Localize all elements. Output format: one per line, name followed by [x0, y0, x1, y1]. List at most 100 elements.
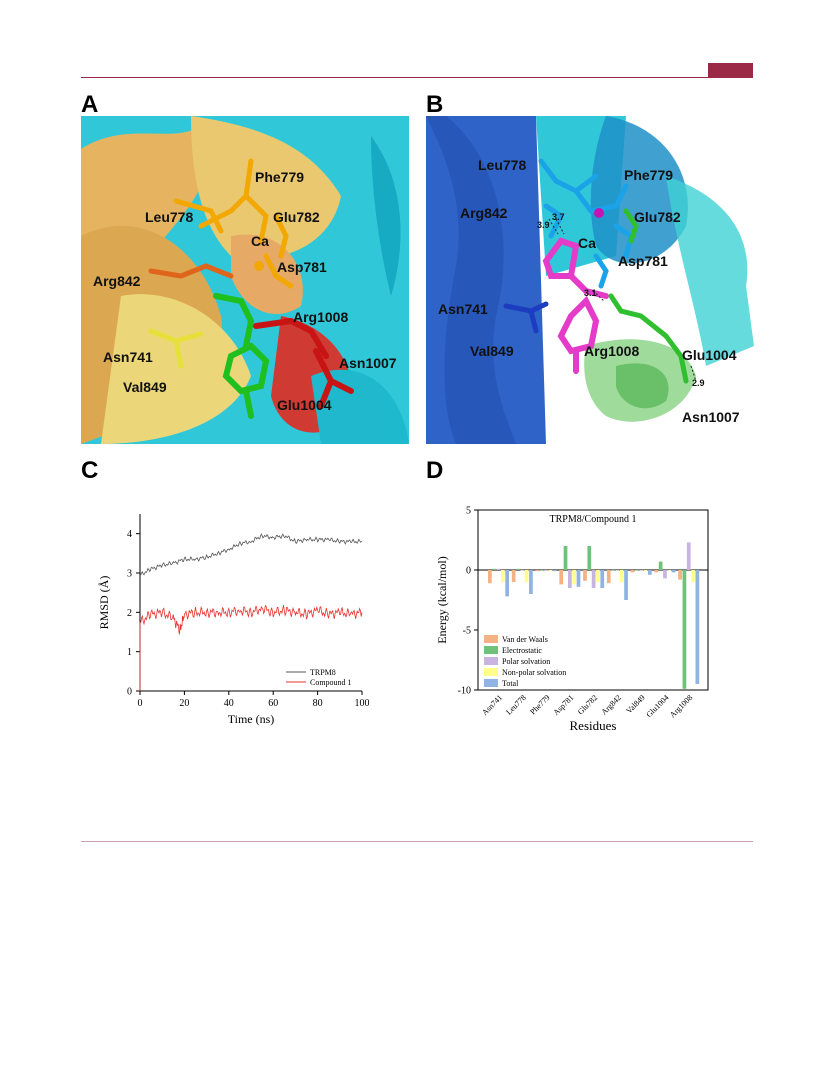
- panel-label-d: D: [426, 457, 444, 484]
- x-tick-label: 100: [355, 698, 370, 709]
- bar-phe779-total: [552, 570, 557, 572]
- panel-label-b: B: [426, 91, 444, 118]
- x-tick-label: 60: [268, 698, 278, 709]
- header-rule: [81, 77, 753, 78]
- plot-frame: [477, 509, 709, 691]
- x-tick-label: Glu1004: [644, 693, 670, 719]
- series-line-compound-1: [139, 605, 363, 691]
- y-axis-label: Energy (kcal/mol): [435, 556, 449, 643]
- label-ca: Ca: [251, 233, 269, 249]
- bar-glu782-van-der-waals: [583, 570, 587, 581]
- panel-b-residue-labels: Leu778 Phe779 Arg842 Glu782 Ca Asp781 As…: [438, 157, 740, 425]
- x-axis-label: Residues: [570, 718, 617, 733]
- y-axis-label: RMSD (Å): [97, 576, 111, 630]
- legend-label: Van der Waals: [502, 635, 548, 644]
- x-tick-label: Arg842: [599, 693, 623, 717]
- bar-val849-total: [647, 570, 652, 575]
- x-tick-label: 20: [179, 698, 189, 709]
- label-asp781: Asp781: [618, 253, 668, 269]
- series-line-trpm8: [139, 533, 363, 576]
- label-asp781: Asp781: [277, 259, 327, 275]
- y-tick-label: 0: [466, 566, 471, 577]
- bar-asp781-total: [576, 570, 581, 587]
- y-tick-label: 3: [127, 569, 132, 580]
- label-val849: Val849: [123, 379, 167, 395]
- bar-leu778-non-polar-solvation: [524, 570, 529, 582]
- bar-asn741-non-polar-solvation: [500, 570, 505, 582]
- distance-label-3-7: 3.7: [552, 212, 565, 222]
- label-ca: Ca: [578, 235, 596, 251]
- legend-swatch: [484, 668, 498, 676]
- y-tick-label: 2: [127, 608, 132, 619]
- bar-arg842-electrostatic: [611, 570, 615, 571]
- bar-phe779-electrostatic: [539, 570, 544, 571]
- label-glu782: Glu782: [634, 209, 681, 225]
- x-tick-label: Asn741: [480, 693, 504, 717]
- header-accent-tab: [708, 63, 753, 77]
- footer-rule: [81, 841, 753, 842]
- legend-swatch: [484, 635, 498, 643]
- label-asn1007: Asn1007: [682, 409, 740, 425]
- legend-label: TRPM8: [310, 668, 336, 677]
- x-tick-label: Asp781: [551, 693, 575, 717]
- panel-label-a: A: [81, 91, 99, 118]
- x-tick-label: Glu782: [576, 693, 599, 716]
- legend-swatch: [484, 657, 498, 665]
- bar-glu1004-van-der-waals: [654, 570, 659, 573]
- bar-glu782-polar-solvation: [591, 570, 596, 588]
- bar-glu1004-electrostatic: [658, 561, 663, 570]
- label-glu782: Glu782: [273, 209, 320, 225]
- legend-label: Compound 1: [310, 678, 352, 687]
- bar-leu778-electrostatic: [516, 568, 520, 570]
- y-tick-label: -5: [463, 626, 471, 637]
- panel-b-structure-image: 3.9 3.7 3.1 2.9 Leu778 Phe779 Arg842 Glu…: [426, 116, 754, 444]
- distance-label-3-9: 3.9: [537, 220, 550, 230]
- chart-title: TRPM8/Compound 1: [550, 514, 637, 525]
- bar-asn741-total: [505, 570, 510, 597]
- distance-label-2-9: 2.9: [692, 378, 705, 388]
- panel-b-distance-labels: 3.9 3.7 3.1 2.9: [537, 212, 705, 388]
- bar-arg842-total: [624, 570, 628, 600]
- distance-label-3-1: 3.1: [584, 288, 597, 298]
- bar-phe779-van-der-waals: [535, 570, 540, 572]
- legend-label: Electrostatic: [502, 646, 542, 655]
- x-tick-label: 80: [313, 698, 323, 709]
- legend-label: Total: [502, 679, 519, 688]
- label-leu778: Leu778: [478, 157, 526, 173]
- label-asn741: Asn741: [438, 301, 488, 317]
- label-asn741: Asn741: [103, 349, 153, 365]
- bar-arg1008-polar-solvation: [686, 542, 691, 570]
- panel-a-structure: Phe779 Leu778 Glu782 Ca Arg842 Asp781 Ar…: [81, 116, 409, 444]
- bar-asp781-van-der-waals: [559, 570, 564, 585]
- bar-val849-electrostatic: [634, 570, 639, 571]
- label-glu1004: Glu1004: [277, 397, 332, 413]
- y-tick-label: 0: [127, 687, 132, 698]
- bar-arg842-non-polar-solvation: [619, 570, 624, 582]
- bar-arg842-polar-solvation: [615, 570, 620, 571]
- label-arg1008: Arg1008: [293, 309, 348, 325]
- bar-arg842-van-der-waals: [606, 570, 611, 584]
- bar-val849-van-der-waals: [630, 570, 635, 573]
- legend-swatch: [484, 679, 498, 687]
- x-tick-label: Phe779: [528, 693, 551, 716]
- bar-asn741-van-der-waals: [488, 570, 492, 584]
- bar-asn741-electrostatic: [492, 568, 497, 570]
- bar-glu782-total: [600, 570, 605, 588]
- x-axis-label: Time (ns): [228, 712, 275, 726]
- y-tick-label: -10: [458, 686, 471, 697]
- bar-val849-non-polar-solvation: [643, 570, 648, 572]
- bar-asp781-electrostatic: [563, 546, 568, 570]
- bar-glu782-electrostatic: [587, 546, 592, 570]
- panel-a-structure-image: Phe779 Leu778 Glu782 Ca Arg842 Asp781 Ar…: [81, 116, 409, 444]
- label-arg842: Arg842: [93, 273, 141, 289]
- label-arg1008: Arg1008: [584, 343, 639, 359]
- label-phe779: Phe779: [255, 169, 304, 185]
- label-phe779: Phe779: [624, 167, 673, 183]
- label-val849: Val849: [470, 343, 514, 359]
- bar-arg1008-total: [695, 570, 700, 684]
- x-tick-label: Arg1008: [668, 693, 694, 719]
- y-tick-label: 4: [127, 529, 132, 540]
- x-tick-label: Leu778: [504, 693, 528, 717]
- bar-phe779-non-polar-solvation: [548, 570, 553, 572]
